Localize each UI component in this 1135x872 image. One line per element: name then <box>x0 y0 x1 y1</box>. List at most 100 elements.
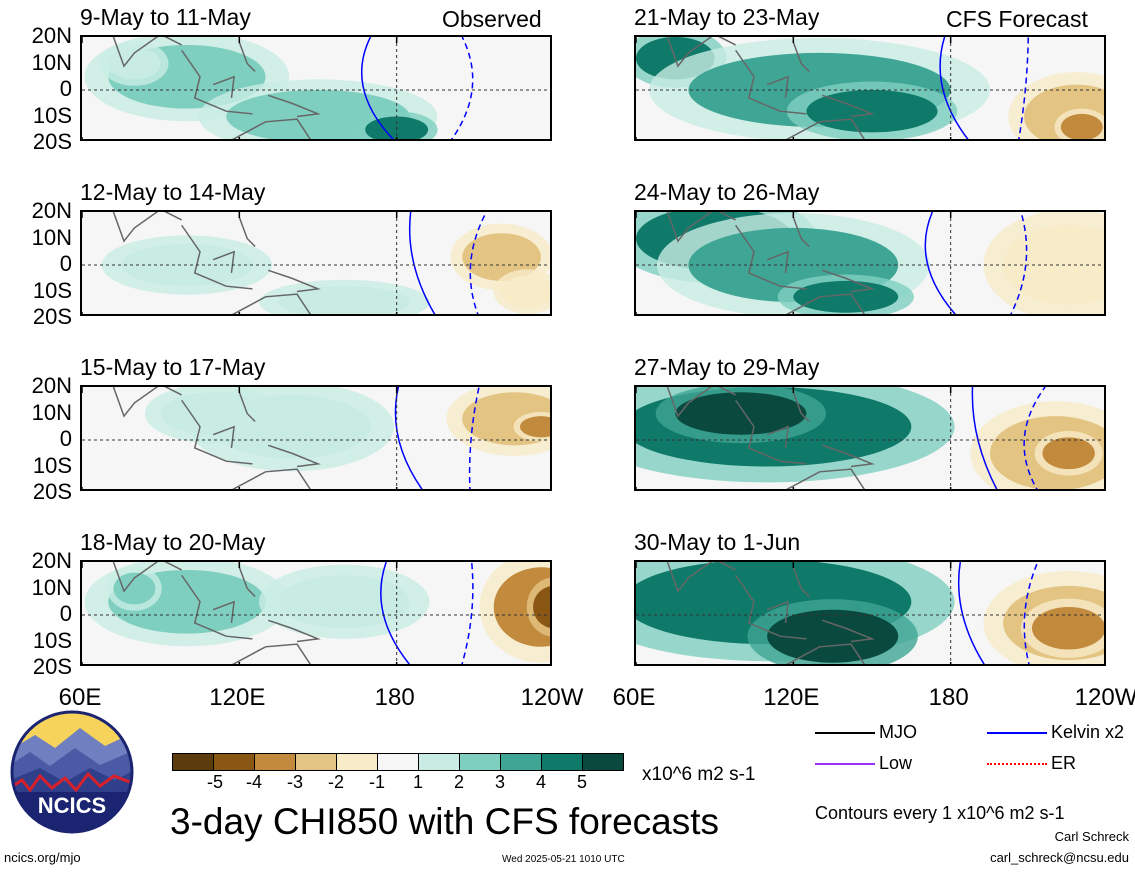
colorbar-label: -3 <box>286 772 304 792</box>
ncics-logo: NCICS <box>10 710 135 835</box>
lat-label: 10S <box>32 627 72 653</box>
map-area <box>634 560 1106 666</box>
colorbar-label: -2 <box>327 772 345 792</box>
lat-label: 10N <box>31 399 72 425</box>
lat-label: 20N <box>31 23 72 48</box>
lon-label: 60E <box>612 684 656 711</box>
lat-label: 10N <box>31 574 72 600</box>
lat-label: 0 <box>59 426 72 451</box>
legend-label: Kelvin x2 <box>1051 722 1125 742</box>
anomaly-shading <box>501 275 550 308</box>
map-area <box>80 35 552 141</box>
anomaly-shading <box>519 416 550 438</box>
colorbar-cell <box>213 753 255 771</box>
map-area <box>80 210 552 316</box>
lat-label: 20N <box>31 373 72 398</box>
anomaly-shading <box>793 280 899 313</box>
kelvin-contour-negative <box>1010 212 1028 314</box>
map-area <box>634 35 1106 141</box>
legend-label: MJO <box>879 722 917 742</box>
legend-swatch <box>815 763 875 765</box>
panel-title: 12-May to 14-May <box>80 179 266 205</box>
panel-title: 9-May to 11-May <box>80 4 251 30</box>
colorbar-label: 4 <box>535 772 547 792</box>
coastline <box>112 387 321 489</box>
anomaly-shading <box>278 286 410 314</box>
lat-label: 0 <box>59 601 72 626</box>
lat-label: 20S <box>32 654 72 679</box>
colorbar-cell <box>336 753 378 771</box>
anomaly-shading <box>533 586 550 628</box>
kelvin-contour-negative <box>469 212 488 314</box>
lon-label: 180 <box>928 684 969 711</box>
lon-label: 120E <box>763 684 820 711</box>
colorbar-cell <box>500 753 542 771</box>
map-area <box>634 385 1106 491</box>
panel-title: 18-May to 20-May <box>80 529 266 555</box>
colorbar-cell <box>459 753 501 771</box>
colorbar-cell <box>295 753 337 771</box>
colorbar-cell <box>582 753 624 771</box>
colorbar-label: -5 <box>206 772 224 792</box>
colorbar-cell <box>541 753 583 771</box>
legend-swatch <box>815 732 875 734</box>
anomaly-shading <box>108 47 161 80</box>
colorbar-label: -4 <box>245 772 263 792</box>
kelvin-contour-positive <box>957 562 985 664</box>
colorbar-units: x10^6 m2 s-1 <box>642 764 756 785</box>
author: Carl Schreck <box>1054 829 1129 844</box>
map-area <box>80 560 552 666</box>
coastline <box>666 387 875 489</box>
colorbar-cell <box>254 753 296 771</box>
coastline <box>666 212 875 314</box>
legend-swatch <box>987 732 1047 734</box>
timestamp: Wed 2025-05-21 1010 UTC <box>502 854 625 865</box>
anomaly-shading <box>462 233 541 281</box>
legend-swatch <box>987 763 1047 765</box>
colorbar-label: 2 <box>453 772 465 792</box>
colorbar-cell <box>172 753 214 771</box>
kelvin-contour-positive <box>924 212 957 314</box>
panel-title: 15-May to 17-May <box>80 354 266 380</box>
kelvin-contour-negative <box>468 387 480 489</box>
kelvin-contour-negative <box>450 37 474 139</box>
anomaly-shading <box>213 394 371 459</box>
kelvin-contour-negative <box>1018 37 1030 139</box>
kelvin-contour-positive <box>360 37 394 139</box>
panel-title: 21-May to 23-May <box>634 4 820 30</box>
map-area <box>634 210 1106 316</box>
lat-label: 10N <box>31 224 72 250</box>
contour-note: Contours every 1 x10^6 m2 s-1 <box>815 803 1065 823</box>
colorbar-label: -1 <box>368 772 386 792</box>
colorbar-label: 1 <box>412 772 424 792</box>
main-title: 3-day CHI850 with CFS forecasts <box>170 801 720 842</box>
lon-label: 60E <box>58 684 102 711</box>
colorbar-label: 5 <box>576 772 588 792</box>
lat-label: 10N <box>31 49 72 75</box>
lat-label: 20S <box>32 129 72 154</box>
colorbar-label: 3 <box>494 772 506 792</box>
lat-label: 0 <box>59 76 72 101</box>
colorbar-cell <box>418 753 460 771</box>
anomaly-shading <box>1031 607 1104 650</box>
lat-label: 20N <box>31 548 72 573</box>
lon-label: 120W <box>520 684 584 711</box>
kelvin-contour-negative <box>1023 562 1039 664</box>
legend-label: Low <box>879 753 913 773</box>
lon-label: 180 <box>374 684 415 711</box>
anomaly-shading <box>113 572 156 605</box>
panel-title: 27-May to 29-May <box>634 354 820 380</box>
site-link[interactable]: ncics.org/mjo <box>4 850 81 865</box>
lat-label: 10S <box>32 452 72 478</box>
kelvin-contour-negative <box>461 562 474 664</box>
anomaly-shading <box>1060 113 1103 139</box>
anomaly-shading <box>767 609 899 663</box>
anomaly-shading <box>675 392 807 435</box>
coastline <box>112 562 321 664</box>
lat-label: 20N <box>31 198 72 223</box>
legend-label: ER <box>1051 753 1077 773</box>
coastline <box>666 37 875 139</box>
email: carl_schreck@ncsu.edu <box>990 850 1129 865</box>
lon-label: 120W <box>1074 684 1135 711</box>
lat-label: 0 <box>59 251 72 276</box>
